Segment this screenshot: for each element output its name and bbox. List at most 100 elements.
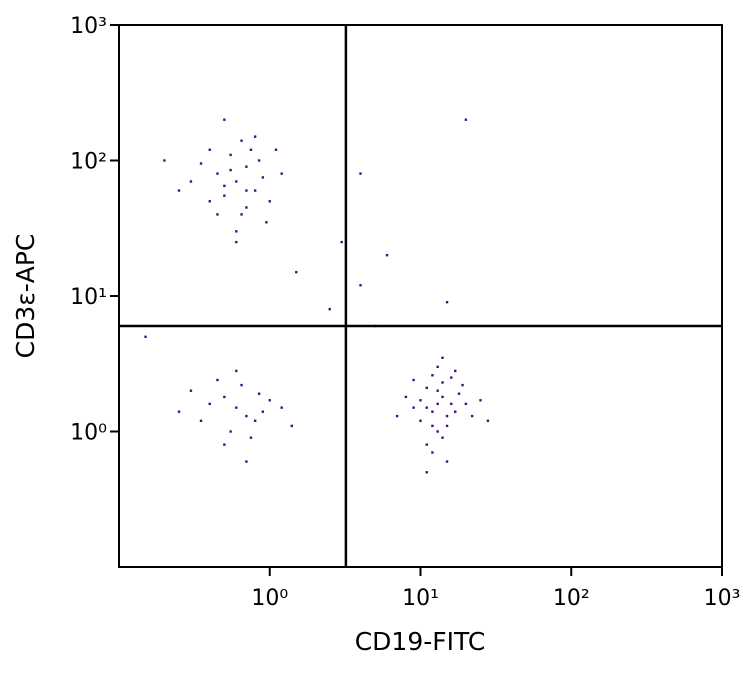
point	[450, 376, 453, 379]
point	[223, 395, 226, 399]
point	[257, 392, 261, 395]
point	[295, 270, 298, 274]
point	[441, 395, 444, 399]
point	[431, 410, 434, 413]
point	[457, 392, 461, 395]
point	[208, 148, 211, 151]
point	[280, 172, 283, 175]
point	[431, 424, 434, 428]
point	[240, 139, 243, 142]
point	[177, 410, 181, 413]
point	[425, 386, 428, 390]
point	[290, 424, 293, 428]
point	[253, 189, 257, 192]
point	[431, 451, 434, 454]
point	[253, 419, 257, 422]
point	[441, 356, 444, 359]
x-tick-label: 10⁰	[251, 586, 288, 611]
point	[208, 402, 211, 406]
y-tick-label: 10¹	[70, 285, 107, 310]
point	[395, 414, 399, 418]
point	[385, 254, 389, 257]
point	[223, 194, 226, 197]
point	[431, 374, 434, 377]
point	[425, 471, 428, 474]
point	[216, 172, 219, 175]
point	[216, 213, 219, 216]
point	[441, 436, 444, 439]
point	[445, 460, 449, 463]
point	[223, 118, 226, 121]
y-axis-label: CD3ε-APC	[11, 234, 40, 359]
point	[265, 221, 268, 224]
point	[240, 213, 243, 216]
point	[450, 402, 453, 406]
y-tick-label: 10²	[70, 150, 107, 175]
point	[461, 383, 464, 387]
point	[464, 118, 468, 121]
point	[261, 176, 265, 179]
point	[144, 335, 147, 338]
point	[235, 240, 238, 244]
point	[441, 381, 444, 384]
point	[261, 410, 265, 413]
point	[208, 200, 211, 203]
y-tick-label: 10³	[70, 14, 107, 39]
point	[245, 206, 248, 209]
point	[419, 419, 422, 422]
point	[274, 148, 278, 151]
point	[253, 135, 257, 138]
point	[223, 184, 226, 188]
point	[249, 148, 253, 151]
point	[425, 443, 428, 446]
point	[445, 301, 449, 304]
point	[328, 307, 331, 311]
point	[223, 443, 226, 446]
point	[189, 180, 193, 183]
point	[412, 406, 415, 409]
x-tick-label: 10³	[704, 586, 741, 611]
point	[470, 414, 474, 418]
point	[177, 189, 181, 192]
point	[235, 369, 238, 373]
point	[229, 430, 232, 433]
point	[359, 284, 362, 287]
point	[257, 159, 261, 162]
point	[199, 162, 203, 165]
point	[189, 389, 193, 392]
point	[412, 378, 415, 382]
point	[359, 172, 362, 175]
point	[486, 419, 490, 422]
point	[268, 399, 271, 402]
point	[436, 402, 439, 406]
point	[245, 460, 248, 463]
point	[268, 200, 271, 203]
point	[229, 168, 232, 172]
point	[419, 399, 422, 402]
point	[445, 424, 449, 428]
point	[425, 406, 428, 409]
point	[454, 369, 457, 373]
point	[445, 414, 449, 418]
point	[454, 410, 457, 413]
point	[436, 430, 439, 433]
point	[245, 189, 248, 192]
point	[436, 365, 439, 369]
point	[245, 414, 248, 418]
x-tick-label: 10¹	[402, 586, 439, 611]
point	[216, 378, 219, 382]
point	[280, 406, 283, 409]
point	[404, 395, 408, 399]
point	[479, 399, 482, 402]
point	[235, 406, 238, 409]
y-tick-label: 10⁰	[70, 421, 107, 446]
point	[199, 419, 203, 422]
point	[235, 180, 238, 183]
point	[235, 230, 238, 233]
point	[240, 383, 243, 387]
x-axis-label: CD19-FITC	[355, 627, 486, 656]
point	[464, 402, 468, 406]
point	[229, 153, 232, 157]
point	[249, 436, 253, 439]
